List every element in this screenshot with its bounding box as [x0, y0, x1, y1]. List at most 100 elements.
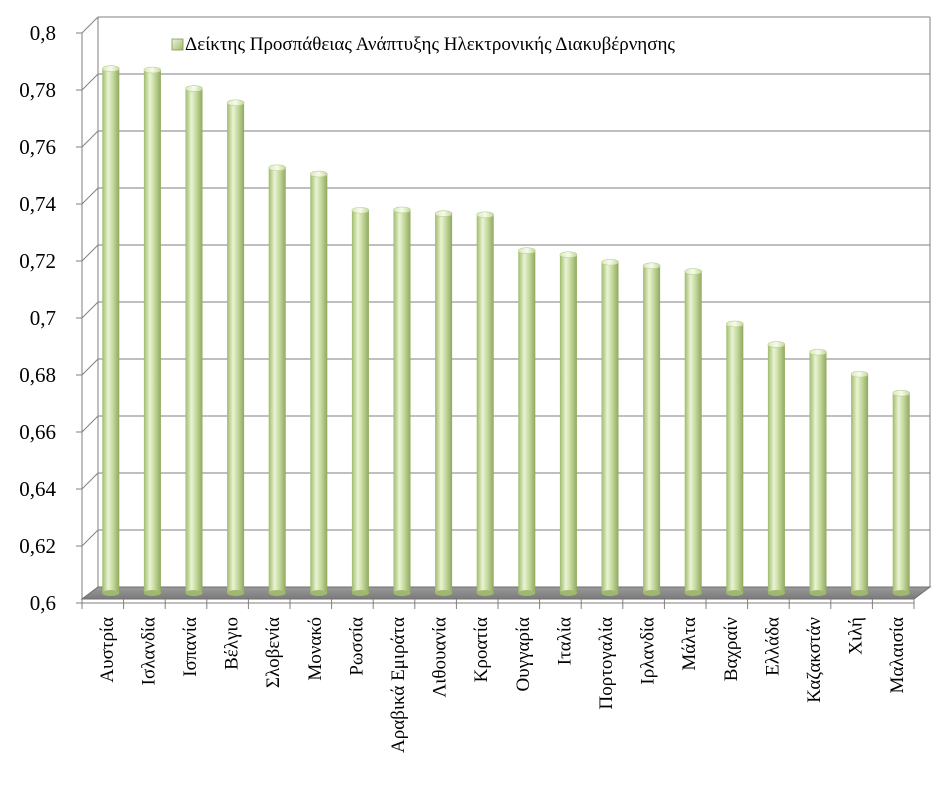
bar	[642, 262, 661, 596]
bar-body	[684, 271, 702, 593]
bar-body	[351, 210, 369, 593]
bars	[102, 65, 911, 596]
bar	[226, 99, 245, 596]
bar-cap	[476, 211, 495, 219]
bar-base	[851, 590, 869, 596]
bar-base	[684, 590, 702, 596]
gridline-side	[81, 415, 99, 433]
y-axis-tick-labels: 0,6 0,62 0,64 0,66 0,68 0,7 0,72 0,74 0,76 0,78 0,…	[19, 21, 56, 615]
bar-body	[476, 214, 494, 593]
bar-cap	[892, 389, 911, 397]
x-category-label: Μονακό	[305, 617, 326, 681]
x-category-label: Ιταλία	[554, 617, 575, 665]
bar-base	[518, 590, 536, 596]
bar-cap	[559, 251, 578, 259]
bar-body	[143, 70, 161, 593]
bar	[892, 389, 911, 596]
bar-body	[227, 102, 245, 594]
x-category-label: Βαχραίν	[721, 617, 742, 682]
bar	[351, 206, 370, 596]
bar-body	[435, 213, 453, 594]
x-category-label: Μαλαισία	[887, 617, 908, 693]
y-tick-label: 0,8	[30, 21, 56, 45]
bar-cap	[517, 247, 536, 255]
bar	[268, 164, 287, 596]
x-category-label: Σλοβενία	[263, 617, 284, 688]
x-axis-category-labels: Αυστρία Ισλανδία Ισπανία Βέλγιο Σλοβενία Μονα…	[97, 617, 908, 753]
bar-body	[726, 323, 744, 593]
bar	[517, 247, 536, 596]
x-category-label: Πορτογαλία	[596, 617, 617, 710]
bar-body	[393, 209, 411, 593]
y-tick-label: 0,72	[19, 249, 56, 273]
bar-cap	[143, 66, 162, 74]
bar-cap	[226, 99, 245, 107]
x-category-label: Μάλτα	[679, 617, 700, 671]
bar	[559, 251, 578, 596]
bar	[309, 170, 328, 596]
bar-body	[518, 250, 536, 593]
gridline-side	[81, 301, 99, 319]
gridline-side	[81, 358, 99, 376]
legend-swatch	[171, 38, 184, 51]
bar-base	[310, 590, 328, 596]
bar	[185, 85, 203, 596]
x-category-label: Χιλή	[846, 617, 867, 655]
bar-cap	[102, 65, 120, 72]
bar-body	[851, 374, 869, 593]
bar	[767, 341, 786, 596]
bar-body	[767, 344, 785, 593]
y-tick-label: 0,64	[19, 477, 56, 501]
bar-cap	[725, 320, 744, 328]
x-category-label: Αραβικά Εμιράτα	[388, 617, 409, 753]
bar-cap	[809, 348, 827, 356]
gridline-side	[81, 472, 99, 490]
y-tick-label: 0,74	[19, 192, 56, 216]
bar-base	[268, 590, 286, 596]
bar-cap	[268, 164, 287, 172]
bar-base	[351, 590, 369, 596]
bar-cap	[684, 268, 703, 275]
bar	[434, 210, 453, 596]
chart-floor	[80, 586, 932, 609]
bar	[684, 268, 703, 596]
bar	[393, 206, 411, 596]
bar	[850, 370, 869, 596]
bar-base	[476, 590, 494, 596]
bar-cap	[850, 370, 869, 378]
legend: Δείκτης Προσπάθειας Ανάπτυξης Ηλεκτρονικ…	[171, 34, 675, 55]
x-category-label: Καζακστάν	[804, 617, 825, 703]
bar	[809, 348, 827, 596]
bar	[102, 65, 120, 596]
bar-base	[185, 590, 203, 596]
bar-cap	[309, 170, 328, 178]
gridline-side	[81, 529, 99, 547]
x-category-label: Ισλανδία	[138, 617, 159, 685]
bar-body	[185, 88, 203, 594]
x-category-label: Λιθουανία	[430, 617, 451, 698]
x-category-label: Ιρλανδία	[638, 617, 659, 685]
x-category-label: Αυστρία	[97, 617, 118, 683]
bar-base	[102, 590, 120, 596]
bar-body	[643, 265, 661, 593]
bar-cap	[601, 258, 619, 266]
bar	[476, 211, 495, 596]
bar-cap	[642, 262, 661, 270]
x-category-label: Βέλγιο	[222, 617, 243, 670]
gridline-side	[81, 244, 99, 262]
bar-body	[809, 352, 827, 593]
bar-base	[809, 590, 827, 596]
x-category-label: Ελλάδα	[762, 617, 783, 676]
legend-label: Δείκτης Προσπάθειας Ανάπτυξης Ηλεκτρονικ…	[185, 34, 675, 55]
bar-body	[102, 68, 120, 594]
y-tick-label: 0,7	[30, 306, 56, 330]
bar	[601, 258, 619, 596]
bar-cap	[393, 206, 411, 214]
axes	[76, 17, 931, 604]
gridline-side	[81, 187, 99, 205]
bar	[725, 320, 744, 596]
gridlines	[81, 16, 930, 547]
bar-body	[892, 393, 910, 593]
